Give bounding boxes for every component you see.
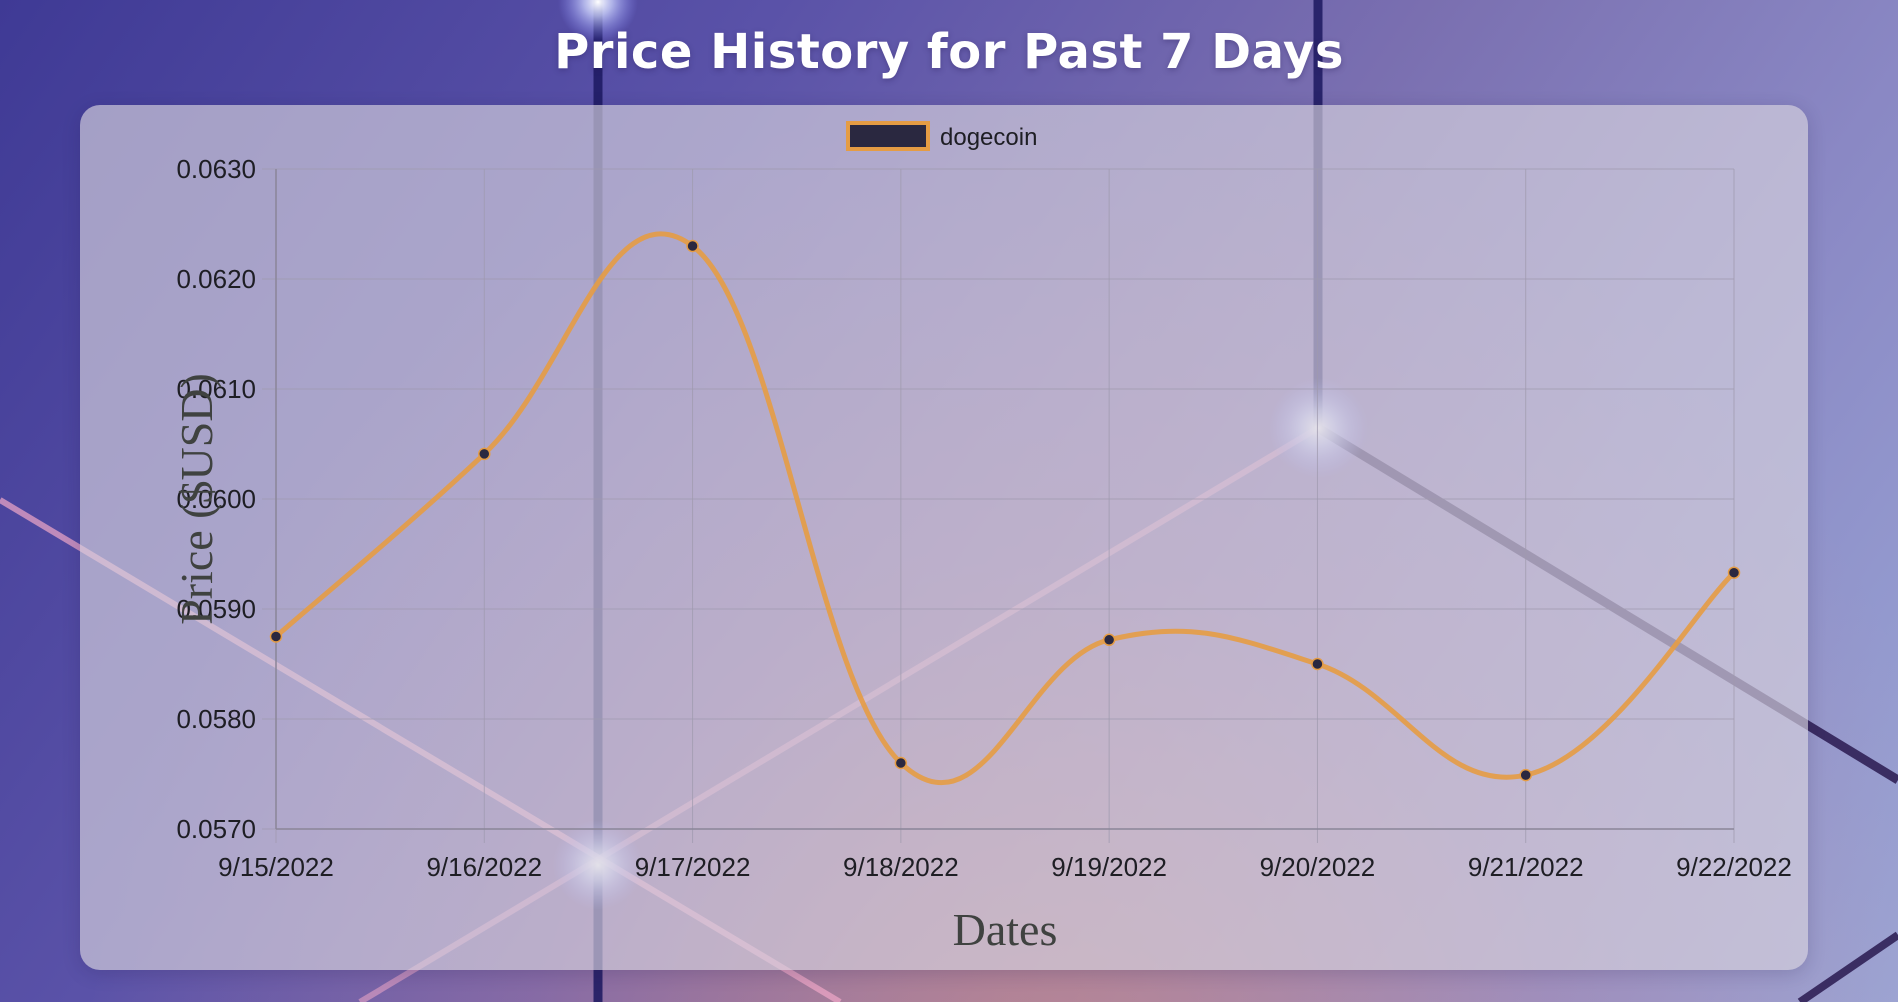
y-tick-label: 0.0630	[176, 154, 256, 184]
data-point	[894, 756, 908, 770]
x-tick-label: 9/20/2022	[1260, 852, 1376, 882]
data-point	[269, 630, 283, 643]
page-title: Price History for Past 7 Days	[554, 24, 1344, 80]
legend-label: dogecoin	[940, 124, 1037, 151]
y-axis-title: Price ($USD)	[171, 373, 222, 625]
y-tick-label: 0.0600	[176, 484, 256, 514]
y-tick-label: 0.0620	[176, 264, 256, 294]
x-tick-label: 9/18/2022	[843, 852, 959, 882]
y-tick-label: 0.0580	[176, 704, 256, 734]
legend-swatch	[846, 121, 930, 151]
y-tick-label: 0.0570	[176, 814, 256, 844]
y-tick-label: 0.0590	[176, 594, 256, 624]
x-tick-label: 9/22/2022	[1676, 852, 1792, 882]
data-point	[1727, 566, 1741, 579]
x-tick-label: 9/16/2022	[426, 852, 542, 882]
data-point	[1102, 633, 1116, 647]
x-axis-title: Dates	[953, 904, 1058, 955]
bg-star	[558, 0, 638, 42]
bg-line-bottom-right	[1797, 931, 1898, 1002]
data-point	[478, 447, 491, 461]
price-line-chart: 0.0570 0.0580 0.0590 0.0600 0.0610 0.0620 0.06…	[171, 121, 1792, 955]
x-tick-label: 9/21/2022	[1468, 852, 1584, 882]
data-point	[1519, 768, 1532, 782]
chart-card: 0.0570 0.0580 0.0590 0.0600 0.0610 0.0620 0.06…	[80, 105, 1808, 970]
x-tick-label: 9/17/2022	[635, 852, 751, 882]
data-point	[1311, 657, 1324, 671]
series-line-dogecoin	[273, 231, 1737, 785]
data-point	[686, 239, 699, 253]
x-tick-label: 9/19/2022	[1051, 852, 1167, 882]
y-tick-label: 0.0610	[176, 374, 256, 404]
x-tick-label: 9/15/2022	[218, 852, 334, 882]
